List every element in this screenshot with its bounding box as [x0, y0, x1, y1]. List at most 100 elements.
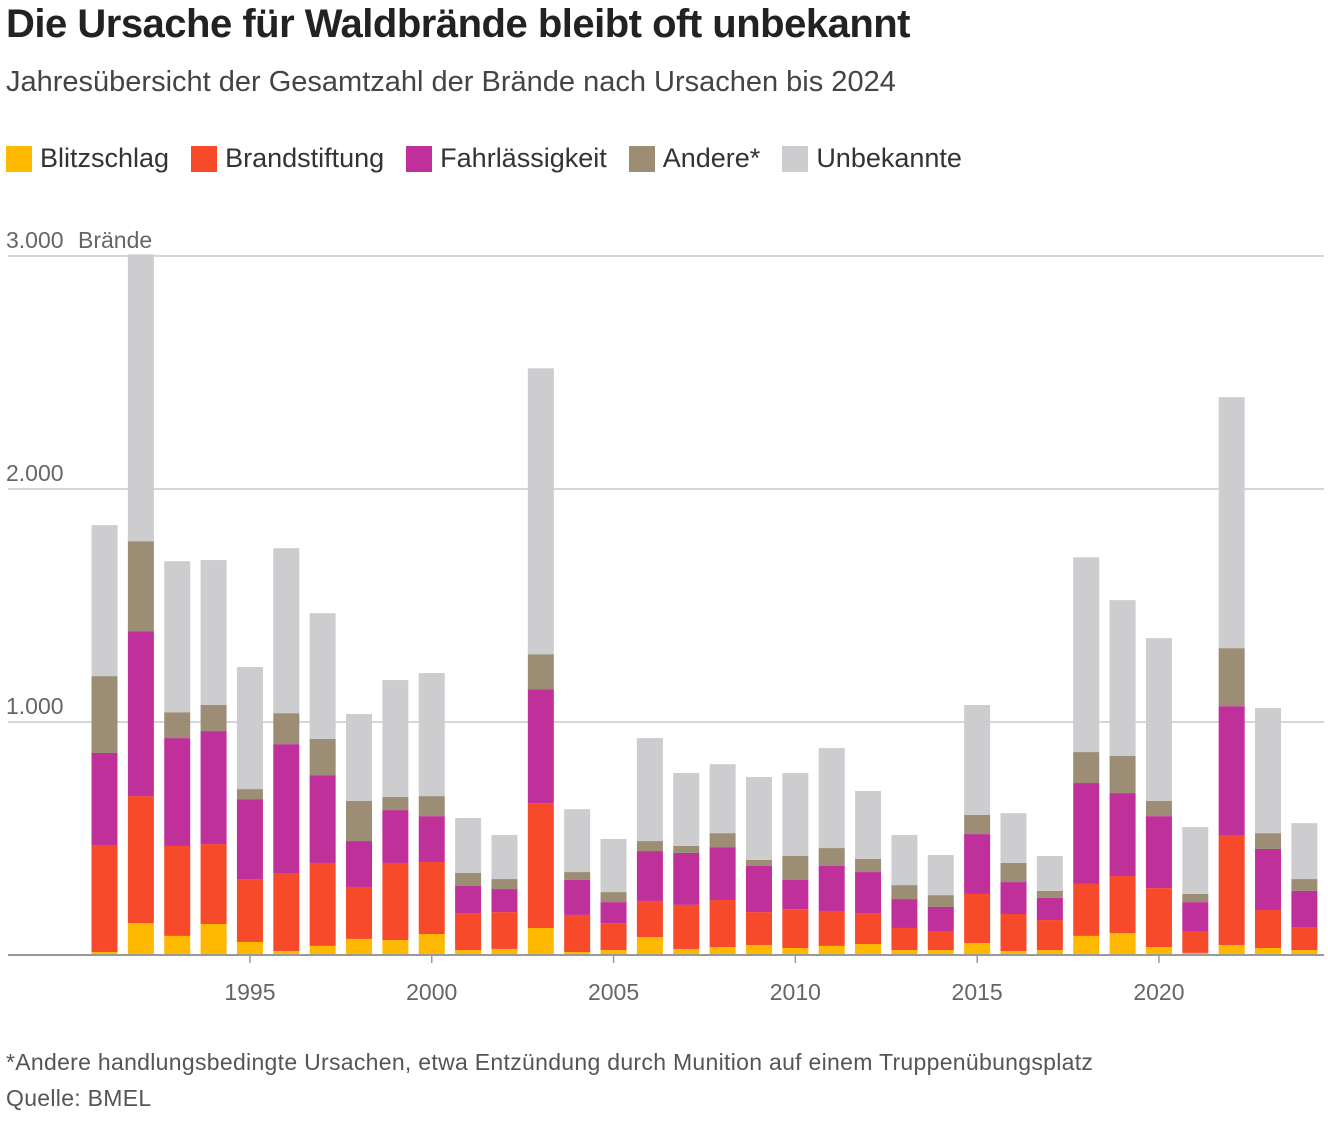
bar-segment [1218, 944, 1245, 955]
bar-segment [418, 934, 445, 955]
legend-label: Andere* [662, 143, 761, 173]
bar-segment [91, 752, 118, 846]
bar-segment [1182, 931, 1209, 953]
bar-segment [309, 739, 336, 776]
bar-segment [527, 368, 554, 655]
bar-segment [527, 803, 554, 928]
bar-segment [1036, 897, 1063, 921]
bar-segment [1000, 813, 1027, 863]
bar-segment [418, 862, 445, 935]
bar-segment [91, 951, 118, 955]
bar-segment [1036, 950, 1063, 955]
x-tick-label: 1995 [224, 979, 275, 1005]
bar-segment [1109, 793, 1136, 877]
bar-segment [127, 631, 154, 797]
bar-segment [1073, 557, 1100, 753]
bar-segment [527, 689, 554, 804]
bar-segment [745, 912, 772, 945]
legend-swatch [782, 145, 809, 172]
bar-segment [1255, 833, 1282, 849]
legend-item: Brandstiftung [191, 143, 384, 174]
chart-title: Die Ursache für Waldbrände bleibt oft un… [6, 2, 911, 46]
y-tick-label: 1.000 [6, 693, 64, 719]
bar-segment [673, 852, 700, 905]
bar-segment [709, 947, 736, 955]
bar-segment [564, 914, 591, 952]
bar-segment [1145, 638, 1172, 801]
bar-segment [855, 944, 882, 955]
legend-label: Unbekannte [816, 143, 962, 173]
bar-segment [673, 845, 700, 853]
legend-item: Andere* [628, 143, 761, 174]
legend-item: Unbekannte [782, 143, 962, 174]
legend-label: Blitzschlag [40, 143, 170, 173]
bar-segment [1145, 947, 1172, 955]
bar-segment [455, 886, 482, 914]
x-tick-label: 2015 [952, 979, 1003, 1005]
bar-segment [818, 945, 845, 955]
bar-segment [1073, 752, 1100, 784]
bar-segment [564, 951, 591, 955]
bar-segment [418, 816, 445, 863]
bar-segment [273, 872, 300, 952]
bar-segment [491, 912, 518, 949]
bar-segment [636, 841, 663, 852]
x-tick-label: 2010 [770, 979, 821, 1005]
bar-segment [164, 845, 191, 936]
bar-segment [855, 913, 882, 945]
bar-segment [200, 924, 227, 955]
legend-swatch [191, 145, 218, 172]
bar-segment [1036, 920, 1063, 951]
bar-segment [273, 713, 300, 745]
bar-segment [1000, 882, 1027, 914]
bar-segment [127, 541, 154, 632]
bar-segment [91, 676, 118, 753]
bar-segment [891, 927, 918, 951]
y-tick-label: 3.000 [6, 227, 64, 253]
bar-segment [1145, 800, 1172, 817]
legend-swatch [628, 145, 655, 172]
bar-segment [236, 789, 263, 800]
bar-segment [527, 927, 554, 955]
bar-segment [346, 886, 373, 939]
bar-segment [891, 899, 918, 928]
bar-segment [1291, 927, 1318, 951]
bar-segment [382, 680, 409, 798]
bar-segment [1073, 883, 1100, 936]
bar-segment [455, 872, 482, 887]
legend-item: Fahrlässigkeit [406, 143, 607, 174]
x-tick-label: 2000 [406, 979, 457, 1005]
bar-segment [200, 731, 227, 845]
bar-segment [1218, 835, 1245, 945]
bar-segment [346, 938, 373, 955]
bar-segment [200, 844, 227, 925]
bar-segment [273, 951, 300, 955]
bar-segment [782, 855, 809, 880]
bar-segment [927, 950, 954, 955]
bar-segment [236, 879, 263, 942]
bar-segment [200, 560, 227, 705]
bar-segment [1036, 890, 1063, 898]
bar-segment [236, 799, 263, 880]
legend-swatch [6, 145, 32, 172]
bar-segment [1218, 648, 1245, 707]
bar-segment [1291, 890, 1318, 928]
bar-segment [346, 714, 373, 801]
bar-segment [127, 923, 154, 955]
bar-segment [564, 879, 591, 915]
bar-segment [709, 847, 736, 901]
bar-segment [709, 900, 736, 948]
bar-segment [1145, 816, 1172, 889]
bar-segment [491, 948, 518, 955]
bar-segment [1109, 876, 1136, 934]
bar-segment [309, 775, 336, 863]
bar-segment [1073, 783, 1100, 884]
bar-segment [309, 862, 336, 946]
bar-segment [1109, 756, 1136, 794]
bar-segment [455, 817, 482, 873]
bar-segment [164, 738, 191, 846]
legend: Blitzschlag Brandstiftung Fahrlässigkeit An… [6, 143, 962, 174]
bar-segment [1182, 902, 1209, 932]
bar-segment [818, 910, 845, 946]
bar-segment [1145, 888, 1172, 948]
